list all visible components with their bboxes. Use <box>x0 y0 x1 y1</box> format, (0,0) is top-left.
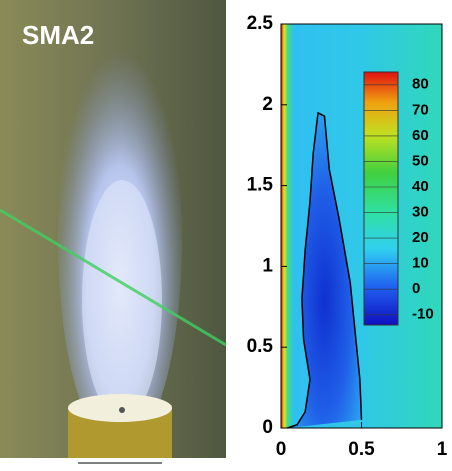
y-tick-label: 1 <box>262 255 273 276</box>
colorbar-label: 30 <box>412 204 429 221</box>
x-tick-label: 1 <box>437 439 448 460</box>
photo: SMA2 <box>0 0 227 464</box>
photo-label: SMA2 <box>22 20 94 50</box>
contour-line <box>287 111 363 429</box>
y-tick-label: 0.5 <box>247 336 274 357</box>
colorbar-label: 20 <box>412 229 429 246</box>
colorbar-label: 70 <box>412 101 429 118</box>
y-tick-label: 1.5 <box>247 175 274 196</box>
y-tick-label: 0 <box>262 417 273 438</box>
colorbar-label: 0 <box>412 280 420 297</box>
low-region <box>287 112 362 428</box>
y-tick-label: 2 <box>262 94 273 115</box>
colorbar <box>363 71 399 326</box>
y-tick-label: 2.5 <box>247 13 274 34</box>
colorbar-label: 80 <box>412 76 429 93</box>
colorbar-label: 60 <box>412 127 429 144</box>
x-tick-label: 0 <box>276 439 287 460</box>
colorbar-label: 40 <box>412 178 429 195</box>
x-tick-label: 0.5 <box>348 439 375 460</box>
colorbar-label: 50 <box>412 152 429 169</box>
colorbar-label: -10 <box>412 306 434 323</box>
colorbar-label: 10 <box>412 255 429 272</box>
